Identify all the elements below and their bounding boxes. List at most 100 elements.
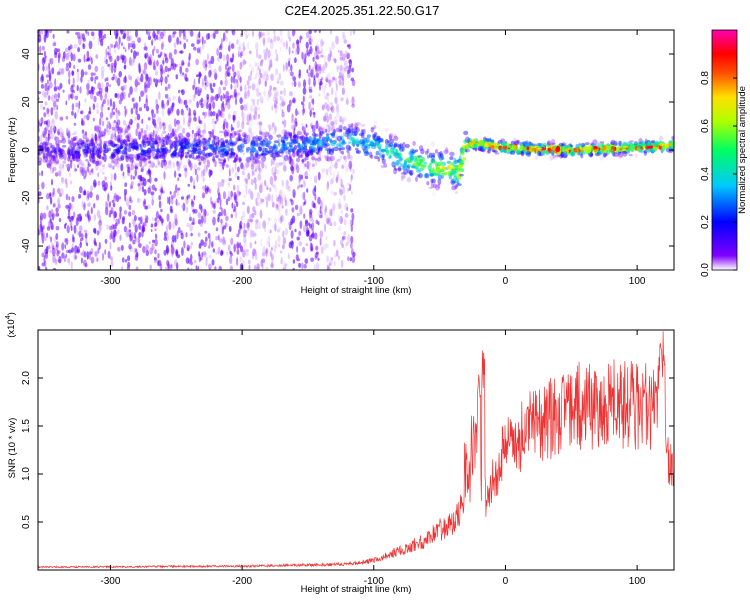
spectrogram-noise-cell — [320, 76, 324, 81]
spectrogram-noise-cell — [122, 85, 125, 91]
spectrogram-noise-cell — [212, 248, 215, 253]
spectrogram-noise-cell — [274, 223, 277, 232]
spectrogram-noise-cell — [287, 30, 291, 39]
spectrogram-noise-cell — [86, 83, 90, 91]
spectrogram-band-cell — [173, 167, 176, 172]
spectrogram-noise-cell — [214, 30, 219, 35]
spectrogram-band-cell — [303, 145, 308, 150]
spectrogram-noise-cell — [158, 138, 163, 147]
spectrogram-noise-cell — [202, 168, 206, 177]
spectrogram-noise-cell — [260, 259, 264, 267]
spectrogram-noise-cell — [56, 250, 60, 257]
spectrogram-noise-cell — [154, 249, 157, 255]
spectrogram-noise-cell — [287, 185, 291, 192]
spectrogram-noise-cell — [291, 30, 295, 37]
spectrogram-noise-cell — [113, 44, 116, 49]
spectrogram-noise-cell — [346, 97, 349, 106]
spectrogram-noise-cell — [337, 255, 340, 260]
spectrogram-noise-cell — [330, 163, 335, 169]
spectrogram-noise-cell — [220, 95, 223, 102]
spectrogram-band-cell — [162, 139, 168, 146]
spectrogram-noise-cell — [61, 252, 65, 259]
spectrogram-noise-cell — [57, 54, 60, 64]
spectrogram-noise-cell — [304, 199, 307, 205]
spectrogram-band-cell — [187, 151, 190, 155]
spectrogram-noise-cell — [100, 94, 103, 101]
spectrogram-noise-cell — [170, 244, 173, 248]
spectrogram-noise-cell — [325, 205, 328, 213]
spectrogram-noise-cell — [237, 135, 241, 142]
spectrogram-noise-cell — [311, 163, 315, 168]
spectrogram-noise-cell — [235, 97, 237, 106]
spectrogram-noise-cell — [332, 76, 336, 81]
spectrogram-noise-cell — [147, 35, 152, 40]
spectrogram-noise-cell — [277, 217, 281, 221]
spectrogram-noise-cell — [158, 195, 162, 201]
spectrogram-band-cell — [622, 150, 628, 157]
spectrogram-noise-cell — [41, 239, 45, 244]
spectrogram-noise-cell — [243, 30, 248, 36]
spectrogram-noise-cell — [154, 70, 159, 76]
spectrogram-noise-cell — [138, 64, 141, 73]
spectrogram-noise-cell — [350, 242, 353, 249]
spectrogram-noise-cell — [284, 149, 288, 154]
spectrogram-noise-cell — [350, 123, 354, 127]
spectrogram-band-cell — [391, 161, 396, 168]
spectrogram-noise-cell — [327, 57, 331, 61]
spectrogram-noise-cell — [199, 99, 203, 106]
spectrogram-noise-cell — [253, 114, 256, 120]
spectrogram-noise-cell — [181, 62, 185, 66]
spectrogram-noise-cell — [186, 195, 189, 200]
spectrogram-noise-cell — [68, 257, 71, 266]
spectrogram-band-cell — [373, 132, 378, 136]
spectrogram-noise-cell — [271, 201, 275, 208]
spectrogram-band-cell — [458, 164, 464, 168]
spectrogram-noise-cell — [206, 102, 209, 110]
spectrogram-noise-cell — [327, 53, 332, 62]
spectrogram-band-cell — [290, 157, 293, 162]
spectrogram-noise-cell — [153, 223, 157, 228]
spectrogram-noise-cell — [286, 150, 289, 160]
spectrogram-noise-cell — [76, 230, 80, 236]
spectrogram-band-cell — [174, 149, 178, 152]
spectrogram-noise-cell — [45, 74, 50, 78]
spectrogram-band-cell — [310, 148, 314, 155]
spectrogram-noise-cell — [329, 50, 332, 58]
spectrogram-noise-cell — [260, 99, 264, 106]
spectrogram-noise-cell — [187, 62, 191, 67]
spectrogram-noise-cell — [258, 167, 262, 174]
spectrogram-band-cell — [259, 131, 263, 135]
spectrogram-noise-cell — [328, 217, 331, 223]
spectrogram-noise-cell — [84, 98, 87, 103]
spectrogram-band-cell — [602, 152, 607, 158]
spectrogram-noise-cell — [92, 179, 97, 188]
snr-x-tick-label: -200 — [232, 576, 252, 587]
spectrogram-noise-cell — [233, 71, 237, 78]
spectrogram-y-label: Frequency (Hz) — [7, 117, 18, 182]
spectrogram-noise-cell — [231, 63, 235, 73]
spectrogram-noise-cell — [211, 33, 215, 38]
spectrogram-noise-cell — [309, 209, 313, 214]
spectrogram-noise-cell — [117, 246, 121, 252]
spectrogram-noise-cell — [255, 251, 258, 261]
spectrogram-noise-cell — [326, 115, 329, 124]
spectrogram-noise-cell — [239, 97, 243, 104]
spectrogram-noise-cell — [295, 162, 298, 170]
spectrogram-band-cell — [167, 120, 172, 125]
spectrogram-noise-cell — [143, 87, 146, 95]
spectrogram-noise-cell — [326, 181, 329, 190]
spectrogram-noise-cell — [196, 173, 199, 183]
spectrogram-noise-cell — [304, 163, 307, 168]
spectrogram-noise-cell — [271, 154, 276, 161]
spectrogram-noise-cell — [214, 200, 217, 209]
spectrogram-noise-cell — [149, 175, 152, 184]
spectrogram-noise-cell — [110, 43, 114, 48]
spectrogram-noise-cell — [199, 119, 202, 123]
spectrogram-noise-cell — [168, 221, 172, 231]
spectrogram-noise-cell — [301, 159, 305, 163]
spectrogram-noise-cell — [64, 223, 67, 229]
spectrogram-band-cell — [229, 133, 233, 140]
spectrogram-noise-cell — [85, 58, 89, 62]
spectrogram-noise-cell — [254, 61, 257, 67]
spectrogram-noise-cell — [202, 143, 206, 150]
